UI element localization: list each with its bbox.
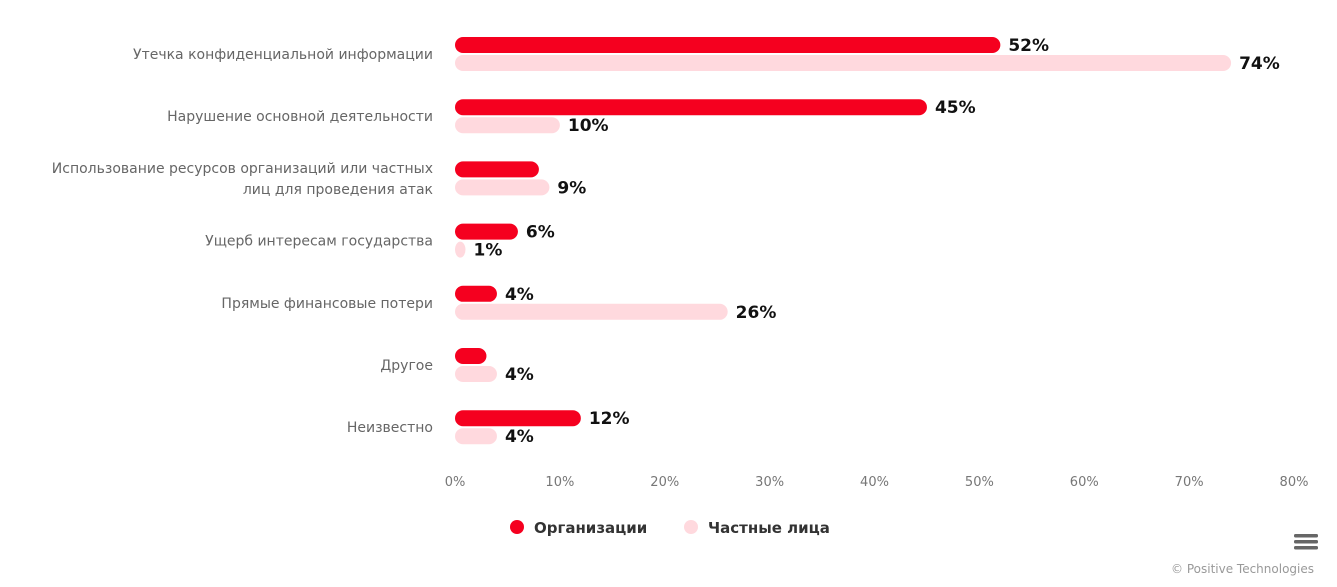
bar-organizations[interactable]	[455, 285, 497, 302]
x-tick-label: 30%	[755, 475, 784, 490]
bar-organizations[interactable]	[455, 410, 581, 427]
x-tick-label: 40%	[860, 475, 889, 490]
data-label: 9%	[557, 178, 586, 198]
bar-individuals[interactable]	[455, 241, 466, 258]
x-tick-label: 10%	[545, 475, 574, 490]
bar-organizations[interactable]	[455, 161, 539, 178]
data-label: 6%	[526, 223, 555, 243]
data-label: 26%	[736, 303, 777, 323]
bar-individuals[interactable]	[455, 55, 1232, 71]
credit: © Positive Technologies	[1171, 562, 1314, 576]
bar-individuals[interactable]	[455, 428, 497, 445]
x-tick-label: 50%	[965, 475, 994, 490]
category-label: лиц для проведения атак	[243, 182, 433, 198]
bar-individuals[interactable]	[455, 366, 497, 382]
data-label: 10%	[568, 116, 609, 136]
category-label: Прямые финансовые потери	[221, 296, 433, 312]
category-label: Другое	[380, 358, 433, 374]
category-label: Неизвестно	[347, 420, 433, 436]
bar-organizations[interactable]	[455, 348, 487, 364]
data-label: 4%	[505, 285, 534, 305]
bar-organizations[interactable]	[455, 37, 1001, 53]
bar-individuals[interactable]	[455, 179, 550, 196]
data-label: 74%	[1239, 54, 1280, 74]
legend-item-organizations[interactable]: Организации	[534, 519, 647, 537]
hamburger-menu-icon[interactable]	[1294, 546, 1318, 550]
legend-item-individuals[interactable]: Частные лица	[708, 519, 830, 537]
data-label: 4%	[505, 365, 534, 385]
x-tick-label: 20%	[650, 475, 679, 490]
hamburger-menu-icon[interactable]	[1294, 540, 1318, 544]
data-label: 45%	[935, 98, 976, 118]
category-label: Нарушение основной деятельности	[167, 109, 433, 125]
data-label: 12%	[589, 409, 630, 429]
x-tick-label: 60%	[1070, 475, 1099, 490]
bar-organizations[interactable]	[455, 99, 927, 116]
hamburger-menu-icon[interactable]	[1294, 534, 1318, 538]
data-label: 1%	[473, 241, 502, 261]
x-tick-label: 80%	[1280, 475, 1309, 490]
data-label: 4%	[505, 427, 534, 447]
bar-organizations[interactable]	[455, 223, 518, 240]
x-tick-label: 0%	[445, 475, 466, 490]
x-tick-label: 70%	[1175, 475, 1204, 490]
legend-marker	[684, 520, 698, 534]
data-label: 52%	[1008, 36, 1049, 56]
category-label: Использование ресурсов организаций или ч…	[52, 161, 433, 177]
bar-individuals[interactable]	[455, 303, 728, 320]
category-label: Ущерб интересам государства	[205, 234, 433, 250]
bar-individuals[interactable]	[455, 117, 560, 134]
category-label: Утечка конфиденциальной информации	[133, 47, 433, 63]
legend-marker	[510, 520, 524, 534]
